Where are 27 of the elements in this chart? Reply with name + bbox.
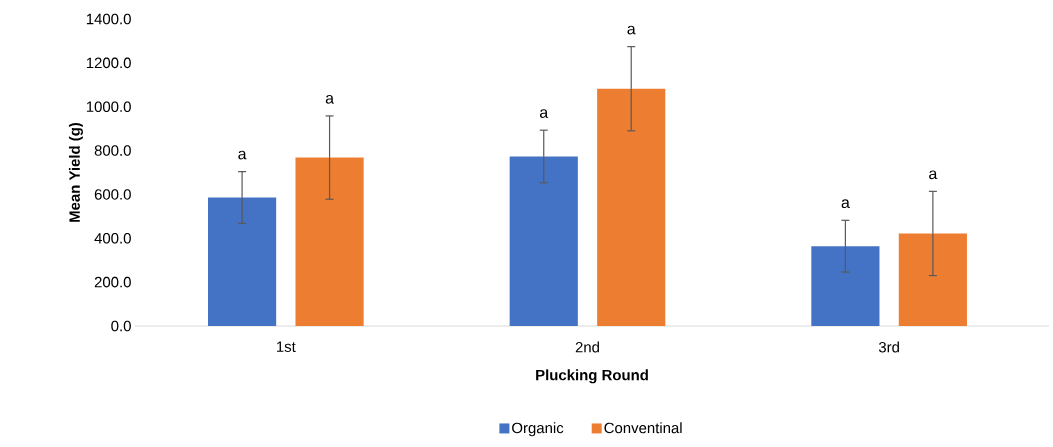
- x-tick-label: 2nd: [575, 341, 599, 353]
- bar: [898, 233, 967, 326]
- bar: [811, 246, 880, 326]
- annotation: a: [238, 150, 247, 160]
- y-tick-label: 1000.0: [86, 101, 131, 112]
- y-tick-label: 600.0: [94, 189, 131, 200]
- annotation: a: [929, 170, 938, 180]
- bar: [509, 156, 578, 326]
- legend-label: Conventinal: [604, 422, 682, 434]
- annotation: a: [539, 109, 549, 118]
- bar: [295, 157, 364, 326]
- y-tick-label: 1400.0: [86, 13, 131, 25]
- y-tick-label: 0.0: [111, 320, 131, 332]
- bar: [597, 88, 666, 326]
- annotation: a: [627, 25, 636, 35]
- y-axis-title: Mean Yield (g): [68, 122, 83, 222]
- y-tick-label: 200.0: [94, 276, 131, 288]
- annotation: a: [325, 94, 334, 104]
- x-axis-title: Plucking Round: [536, 369, 648, 384]
- bar: [208, 197, 277, 326]
- x-tick-label: 3rd: [878, 341, 899, 353]
- y-tick-label: 800.0: [94, 145, 131, 156]
- x-tick-label: 1st: [277, 341, 296, 352]
- legend-label: Organic: [512, 422, 564, 437]
- y-tick-label: 1200.0: [86, 57, 131, 69]
- y-tick-label: 400.0: [94, 232, 131, 244]
- annotation: a: [841, 199, 850, 209]
